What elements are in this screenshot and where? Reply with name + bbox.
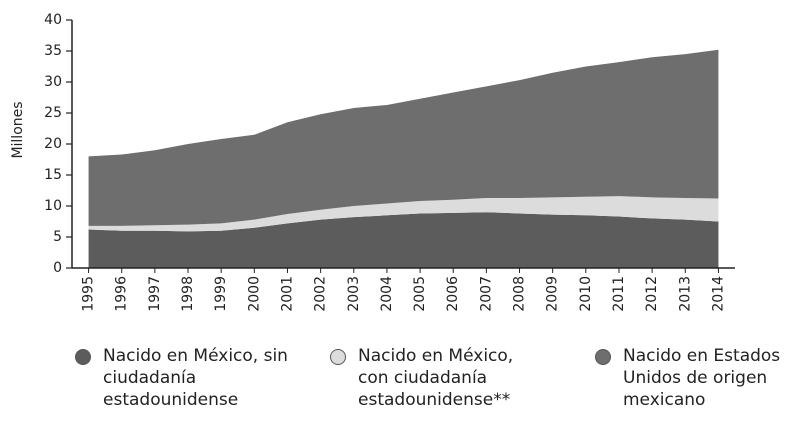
x-tick-label: 1997 bbox=[147, 276, 163, 312]
x-tick-label: 2008 bbox=[512, 276, 528, 312]
y-tick-label: 10 bbox=[44, 198, 62, 214]
x-tick-label: 1999 bbox=[213, 276, 229, 312]
y-tick-label: 5 bbox=[53, 229, 62, 245]
x-tick-label: 2005 bbox=[412, 276, 428, 312]
legend-item: Nacido en México, sin ciudadanía estadou… bbox=[75, 345, 293, 411]
legend-swatch bbox=[330, 349, 346, 365]
y-tick-label: 0 bbox=[53, 260, 62, 276]
y-tick-label: 40 bbox=[44, 12, 62, 28]
area bbox=[88, 49, 719, 226]
x-tick-label: 2010 bbox=[578, 276, 594, 312]
x-tick-label: 2006 bbox=[445, 276, 461, 312]
x-tick-label: 2009 bbox=[545, 276, 561, 312]
x-tick-label: 2007 bbox=[478, 276, 494, 312]
legend-label: Nacido en México, sin ciudadanía estadou… bbox=[103, 346, 288, 410]
y-tick-label: 20 bbox=[44, 136, 62, 152]
x-tick-label: 1996 bbox=[114, 276, 130, 312]
y-tick-label: 15 bbox=[44, 167, 62, 183]
chart: Millones 0 5 10 15 20 25 30 35 40 1995 1996 1997 199… bbox=[10, 12, 735, 312]
x-tick-label: 2003 bbox=[346, 276, 362, 312]
x-tick-label: 2012 bbox=[644, 276, 660, 312]
y-tick-label: 35 bbox=[44, 43, 62, 59]
legend-item: Nacido en México, con ciudadanía estadou… bbox=[330, 345, 548, 411]
x-tick-label: 1998 bbox=[180, 276, 196, 312]
legend-label: Nacido en Estados Unidos de origen mexic… bbox=[623, 346, 781, 410]
x-tick-label: 2001 bbox=[279, 276, 295, 312]
x-tick-label: 2014 bbox=[710, 276, 726, 312]
legend-swatch bbox=[75, 349, 91, 365]
legend-swatch bbox=[595, 349, 611, 365]
y-tick-label: 30 bbox=[44, 74, 62, 90]
y-tick-label: 25 bbox=[44, 105, 62, 121]
x-tick-label: 2013 bbox=[677, 276, 693, 312]
area bbox=[88, 196, 719, 232]
x-tick-label: 1995 bbox=[81, 276, 97, 312]
x-tick-label: 2011 bbox=[611, 276, 627, 312]
y-axis-label: Millones bbox=[10, 101, 26, 158]
x-tick-label: 2000 bbox=[246, 276, 262, 312]
area bbox=[88, 212, 719, 268]
legend-item: Nacido en Estados Unidos de origen mexic… bbox=[595, 345, 793, 411]
x-tick-label: 2004 bbox=[379, 276, 395, 312]
legend-label: Nacido en México, con ciudadanía estadou… bbox=[358, 346, 514, 410]
x-tick-label: 2002 bbox=[313, 276, 329, 312]
